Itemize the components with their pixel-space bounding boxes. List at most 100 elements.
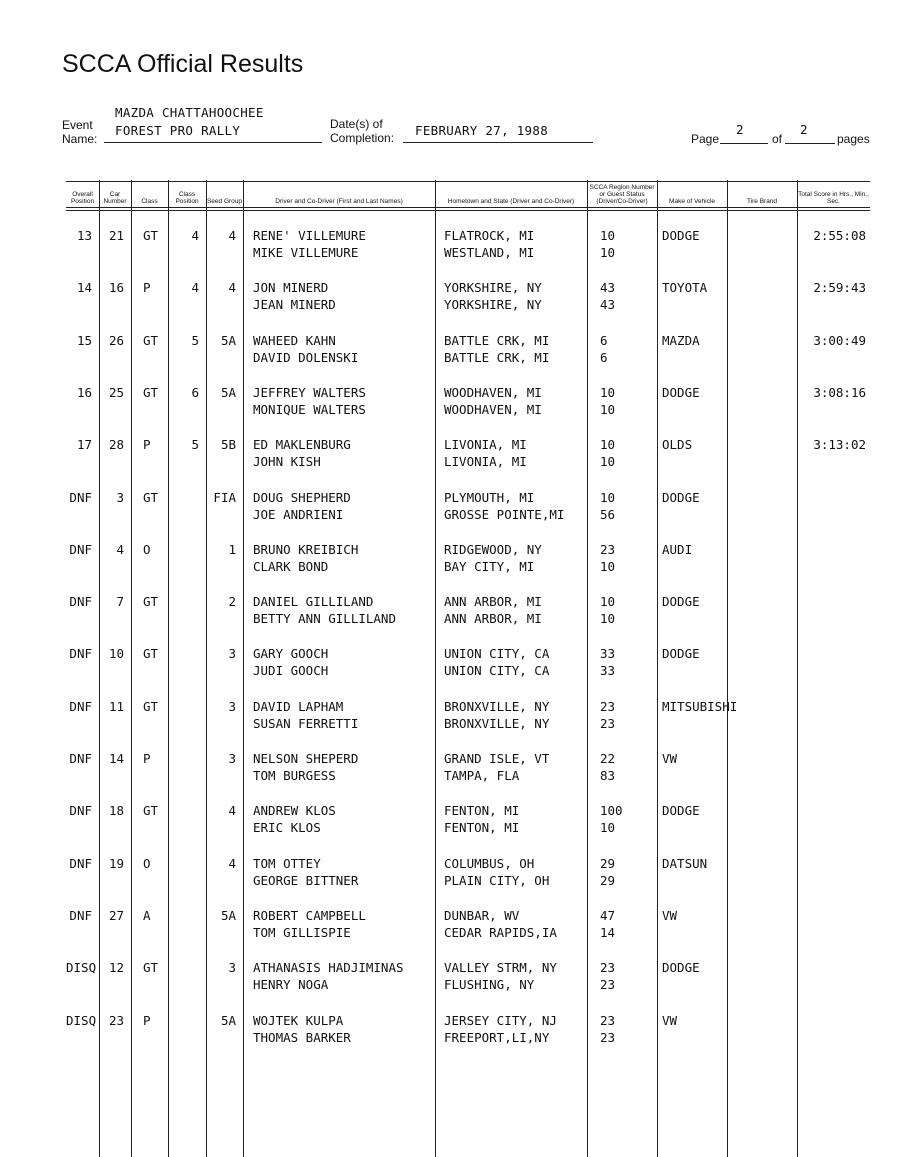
cell-r2: 43 [600,297,616,313]
cell-pos: 13 [76,228,92,243]
cell-h2: CEDAR RAPIDS,IA [444,924,557,940]
cell-pos: DNF [69,803,92,819]
column-header: Class Position [175,191,199,205]
cell-d2: JOHN KISH [253,454,321,470]
cell-pos: DISQ [66,960,97,976]
event-name-line1: MAZDA CHATTAHOOCHEE [115,105,264,120]
cell-d1: DAVID LAPHAM [253,698,344,714]
cell-d2: DAVID DOLENSKI [253,349,359,365]
cell-h1: COLUMBUS, OH [444,855,535,871]
cell-r1: 22 [600,751,616,766]
cell-d2: JUDI GOOCH [253,663,329,679]
cell-car: 4 [116,541,124,557]
cell-seed: 1 [228,541,236,557]
cell-seed: FIA [213,489,236,505]
cell-r1: 10 [600,228,616,243]
total-pages: 2 [800,122,808,137]
cell-h2: WOODHAVEN, MI [444,401,542,417]
cell-h2: UNION CITY, CA [444,663,550,679]
cell-r1: 23 [600,1012,616,1028]
table-row: 16 25 GT 6 5A JEFFREY WALTERS MONIQUE WALTERS W… [0,384,900,424]
cell-pos: DNF [69,751,92,766]
cell-seed: 4 [228,228,236,243]
cell-make: VW [662,751,678,766]
cell-d2: HENRY NOGA [253,977,329,993]
event-name-label: Name: [62,132,98,146]
event-name-line2: FOREST PRO RALLY [115,123,241,138]
cell-seed: 5A [220,384,236,400]
page-title: SCCA Official Results [62,50,304,78]
cell-cls: P [143,1012,151,1028]
cell-car: 7 [116,594,124,610]
cell-car: 25 [108,384,124,400]
cell-d1: DOUG SHEPHERD [253,489,351,505]
cell-pos: DNF [69,855,92,871]
cell-h1: VALLEY STRM, NY [444,960,557,976]
cell-cls: P [143,437,151,453]
cell-d1: ED MAKLENBURG [253,437,351,453]
cell-cpos: 4 [191,228,199,243]
table-row: DNF 3 GT FIA DOUG SHEPHERD JOE ANDRIENI PLYMOU… [0,489,900,529]
cell-score: 2:55:08 [813,228,866,243]
of-label: of [772,132,783,146]
cell-car: 12 [108,960,124,976]
cell-h1: ANN ARBOR, MI [444,594,542,610]
cell-make: MAZDA [662,332,700,348]
date-label: Date(s) of [330,117,383,131]
cell-h1: WOODHAVEN, MI [444,384,542,400]
cell-h1: LIVONIA, MI [444,437,527,453]
cell-pos: 14 [76,280,92,296]
cell-cls: GT [143,594,159,610]
table-row: DNF 14 P 3 NELSON SHEPERD TOM BURGESS GRAND IS… [0,750,900,790]
cell-r1: 23 [600,541,616,557]
cell-make: VW [662,907,678,923]
table-row: DNF 19 O 4 TOM OTTEY GEORGE BITTNER COLUMBUS, … [0,855,900,895]
cell-d2: MONIQUE WALTERS [253,401,366,417]
completion-date: FEBRUARY 27, 1988 [415,123,549,138]
column-divider [206,180,207,1157]
cell-r2: 56 [600,506,616,522]
cell-r2: 29 [600,872,616,888]
cell-h1: BATTLE CRK, MI [444,332,550,348]
cell-r1: 6 [600,332,608,348]
cell-r1: 10 [600,437,616,453]
column-divider [131,180,132,1157]
cell-d1: RENE' VILLEMURE [253,228,366,243]
cell-r1: 10 [600,594,616,610]
cell-cls: GT [143,646,159,662]
cell-d1: BRUNO KREIBICH [253,541,359,557]
cell-r2: 23 [600,1029,616,1045]
cell-d1: TOM OTTEY [253,855,321,871]
cell-car: 28 [108,437,124,453]
cell-make: AUDI [662,541,693,557]
cell-r1: 29 [600,855,616,871]
cell-cls: GT [143,384,159,400]
column-header: Hometown and State (Driver and Co-Driver… [447,198,575,205]
cell-h1: JERSEY CITY, NJ [444,1012,557,1028]
cell-cls: P [143,280,151,296]
cell-r1: 23 [600,960,616,976]
cell-d2: GEORGE BITTNER [253,872,359,888]
cell-r1: 33 [600,646,616,662]
cell-d2: TOM GILLISPIE [253,924,351,940]
cell-car: 11 [108,698,124,714]
cell-h2: WESTLAND, MI [444,245,535,260]
cell-h2: ANN ARBOR, MI [444,611,542,627]
cell-r2: 6 [600,349,608,365]
cell-make: TOYOTA [662,280,708,296]
cell-d2: MIKE VILLEMURE [253,245,359,260]
cell-seed: 5A [220,1012,236,1028]
cell-d1: NELSON SHEPERD [253,751,359,766]
cell-make: DODGE [662,594,700,610]
cell-seed: 5A [220,907,236,923]
cell-score: 2:59:43 [813,280,866,296]
cell-r2: 10 [600,558,616,574]
cell-make: DODGE [662,960,700,976]
cell-cls: GT [143,803,159,819]
cell-h2: FENTON, MI [444,820,520,836]
cell-d1: DANIEL GILLILAND [253,594,374,610]
cell-r1: 100 [600,803,623,819]
cell-h2: YORKSHIRE, NY [444,297,542,313]
cell-r2: 10 [600,820,616,836]
cell-d2: TOM BURGESS [253,768,336,783]
